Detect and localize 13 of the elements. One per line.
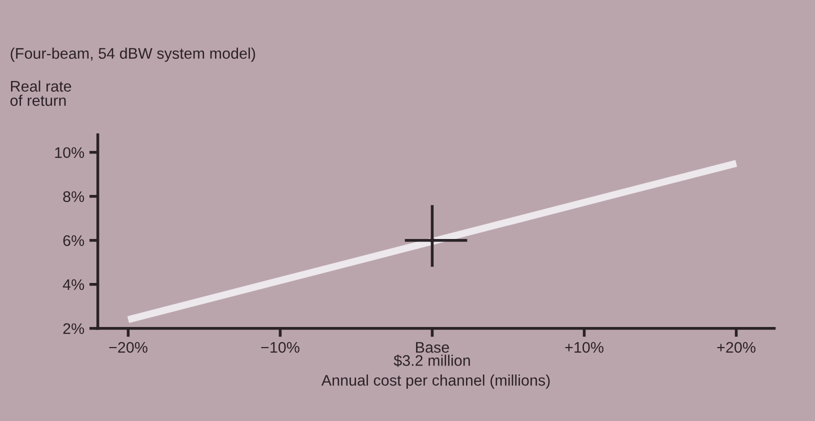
y-axis-title: Real rate of return [10,80,72,106]
y-tick-label: 2% [63,323,84,334]
y-tick-label: 8% [63,191,84,202]
x-tick-label: +10% [565,342,604,353]
y-tick-label: 6% [63,235,84,246]
x-tick-label: −20% [109,342,148,353]
x-tick-label: Base $3.2 million [394,342,470,367]
y-tick-label: 10% [55,147,84,158]
chart-title: (Four-beam, 54 dBW system model) [10,48,256,62]
x-tick-label: −10% [261,342,300,353]
x-tick-label: +20% [717,342,756,353]
y-tick-label: 4% [62,279,84,290]
x-axis-title: Annual cost per channel (millions) [321,374,550,389]
